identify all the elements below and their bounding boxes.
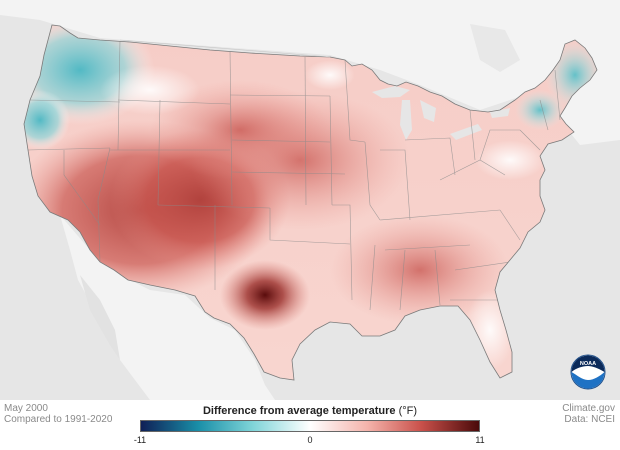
- legend-unit: (°F): [398, 405, 418, 417]
- map-footer: May 2000 Compared to 1991-2020 Climate.g…: [0, 400, 620, 450]
- noaa-logo-text: NOAA: [580, 361, 596, 367]
- legend-title: Difference from average temperature (°F): [140, 405, 480, 417]
- baseline-label: Compared to 1991-2020: [4, 414, 113, 425]
- temperature-anomaly-map: [0, 0, 620, 400]
- legend-title-text: Difference from average temperature: [202, 405, 396, 417]
- legend-mid-label: 0: [307, 435, 313, 445]
- noaa-logo-icon: NOAA: [570, 354, 606, 390]
- mexico-land: [60, 215, 275, 400]
- lake-superior: [372, 86, 410, 98]
- us-map-svg: [0, 0, 620, 400]
- data-credit-label: Data: NCEI: [564, 414, 615, 425]
- legend-color-bar: [140, 420, 480, 432]
- hudson-area: [470, 24, 520, 72]
- legend-min-label: -11: [133, 435, 147, 445]
- gulf-of-california: [80, 275, 120, 360]
- canada-land: [0, 0, 620, 145]
- date-label: May 2000: [4, 403, 48, 414]
- state-lines: [27, 39, 561, 311]
- legend-max-label: 11: [475, 435, 485, 445]
- source-label: Climate.gov: [562, 403, 615, 414]
- lake-ontario: [490, 108, 510, 118]
- canada-border: [119, 39, 331, 58]
- lake-huron: [420, 100, 436, 122]
- lake-michigan: [400, 100, 412, 140]
- lake-erie: [450, 124, 482, 140]
